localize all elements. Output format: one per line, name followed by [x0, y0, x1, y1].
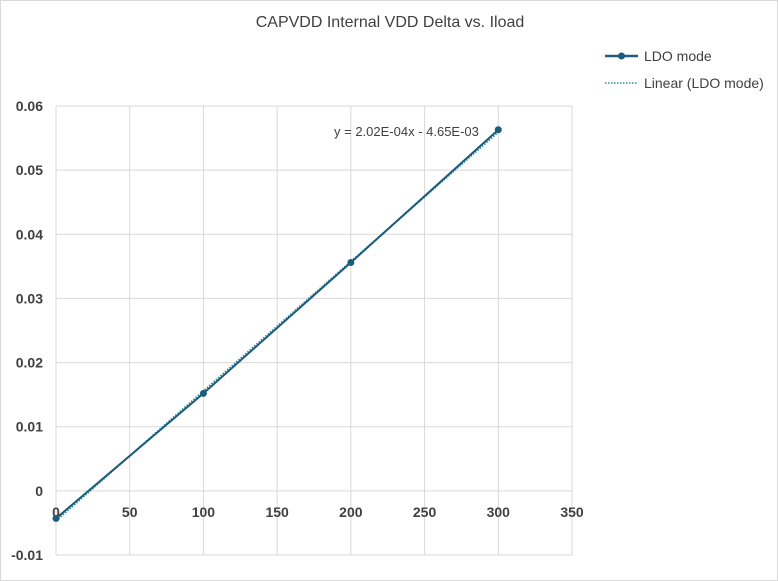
x-tick-label: 100 [192, 504, 216, 520]
data-point [494, 126, 502, 134]
legend-dot-ldo-mode [618, 52, 625, 60]
x-tick-label: 200 [339, 504, 363, 520]
x-tick-label: 50 [122, 504, 138, 520]
y-tick-label: 0.04 [16, 226, 43, 242]
legend-item-linear: Linear (LDO mode) [605, 75, 764, 91]
data-point [52, 514, 60, 522]
chart-title: CAPVDD Internal VDD Delta vs. Iload [256, 14, 525, 31]
x-tick-label: 150 [265, 504, 289, 520]
legend-label-ldo-mode: LDO mode [644, 48, 712, 64]
x-tick-label: 250 [413, 504, 437, 520]
legend-label-linear: Linear (LDO mode) [644, 75, 764, 91]
y-tick-label: 0.02 [16, 355, 43, 371]
y-tick-label: -0.01 [11, 547, 43, 563]
y-tick-label: 0.06 [16, 98, 43, 114]
trendline [55, 131, 499, 522]
legend-item-ldo-mode: LDO mode [605, 48, 712, 64]
tick-labels: -0.01 0 0.01 0.02 0.03 0.04 0.05 0.06 0 50 100 150 2… [11, 98, 584, 563]
x-tick-label: 350 [560, 504, 584, 520]
gridlines [55, 105, 573, 556]
y-tick-label: 0.03 [16, 290, 43, 306]
series-layer [52, 126, 502, 522]
data-point [347, 259, 355, 267]
y-tick-label: 0.05 [16, 162, 43, 178]
y-tick-label: 0 [35, 483, 43, 499]
x-tick-label: 300 [487, 504, 511, 520]
series-line-ldo-mode [55, 128, 499, 520]
y-tick-label: 0.01 [16, 419, 43, 435]
data-point [199, 389, 207, 397]
trendline-layer [55, 131, 499, 522]
trendline-equation: y = 2.02E-04x - 4.65E-03 [334, 124, 479, 139]
x-tick-label: 0 [52, 504, 60, 520]
legend: LDO mode Linear (LDO mode) [605, 48, 764, 91]
